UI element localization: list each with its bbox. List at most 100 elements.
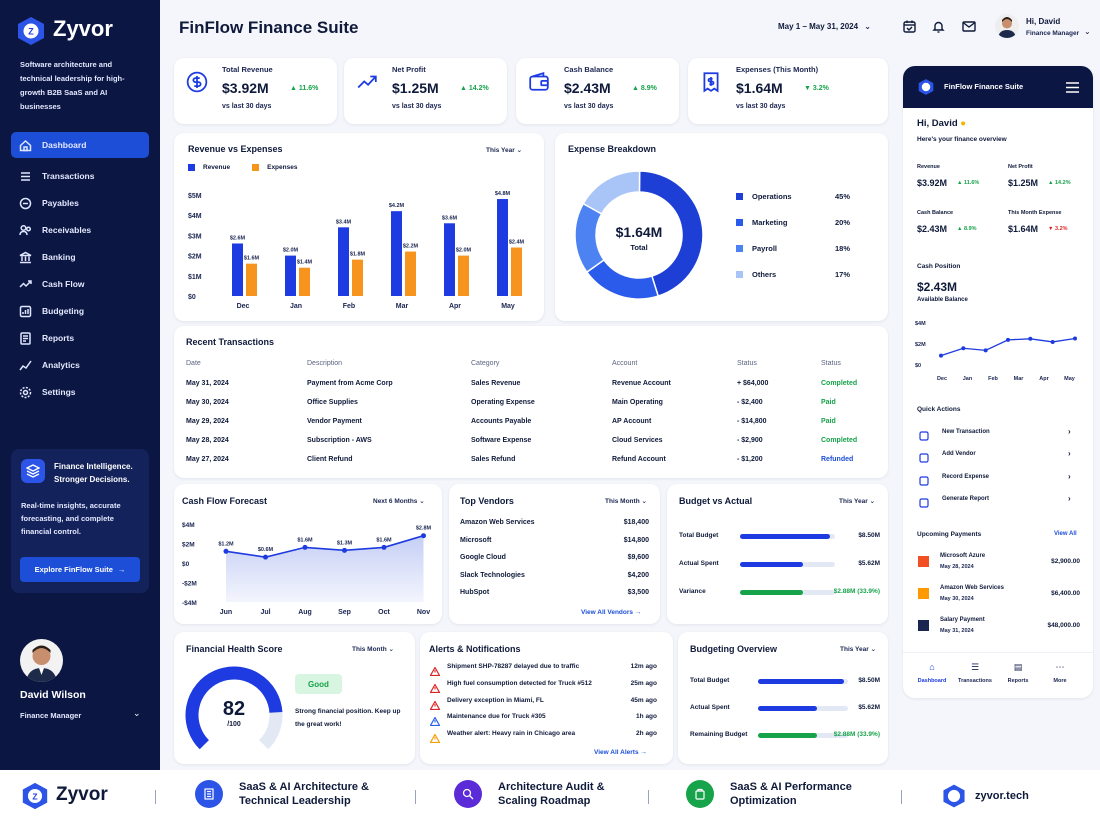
data-point[interactable] xyxy=(1006,337,1010,342)
data-point[interactable] xyxy=(342,547,347,553)
bar-revenue-mar[interactable] xyxy=(391,211,402,296)
bar-expenses-apr[interactable] xyxy=(458,255,469,296)
donut-slice-payroll[interactable] xyxy=(574,202,606,274)
period-select[interactable]: Next 6 Months ⌄ xyxy=(373,498,425,505)
mail-icon[interactable] xyxy=(962,20,976,38)
data-point[interactable] xyxy=(983,348,988,353)
calendar-icon[interactable] xyxy=(903,20,916,38)
view-all-vendors-link[interactable]: View All Vendors → xyxy=(581,609,642,616)
list-item[interactable]: Amazon Web Services $18,400 xyxy=(449,519,660,531)
kpi-subtext: vs last 30 days xyxy=(222,103,272,110)
list-item[interactable]: Delivery exception in Miami, FL 45m ago xyxy=(420,697,673,710)
mobile-tab-more[interactable]: ⋯ More xyxy=(1038,662,1082,692)
table-row[interactable]: May 27, 2024 Client Refund Sales Refund Ref… xyxy=(174,456,888,470)
list-item[interactable]: High fuel consumption detected for Truck… xyxy=(420,680,673,693)
data-point[interactable] xyxy=(421,533,426,539)
kpi-card-expenses-this-month[interactable]: Expenses (This Month) $1.64M ▼ 3.2% vs last… xyxy=(688,58,888,124)
data-point[interactable] xyxy=(302,544,308,550)
quick-action-record-expense[interactable]: Record Expense › xyxy=(903,472,1093,487)
list-item[interactable]: HubSpot $3,500 xyxy=(449,589,660,601)
transactions-icon: ☰ xyxy=(970,662,980,672)
sidebar-item-settings[interactable]: Settings xyxy=(11,379,149,405)
mobile-tab-dashboard[interactable]: ⌂ Dashboard xyxy=(910,662,954,692)
period-select[interactable]: This Year ⌄ xyxy=(839,498,876,505)
data-point[interactable] xyxy=(223,548,229,554)
bar-revenue-dec[interactable] xyxy=(232,243,243,296)
sidebar-item-cash-flow[interactable]: Cash Flow xyxy=(11,271,149,297)
bar-expenses-feb[interactable] xyxy=(352,259,363,296)
period-label: This Year xyxy=(840,646,869,653)
data-point[interactable] xyxy=(1073,336,1077,341)
data-point[interactable] xyxy=(381,544,387,550)
kpi-card-cash-balance[interactable]: Cash Balance $2.43M ▲ 8.9% vs last 30 days xyxy=(516,58,679,124)
list-item[interactable]: Shipment SHP-78287 delayed due to traffi… xyxy=(420,663,673,677)
x-tick-label: Jan xyxy=(963,376,973,382)
chevron-down-icon[interactable]: ⌄ xyxy=(1084,27,1091,36)
date-range-select[interactable]: May 1 – May 31, 2024 ⌄ xyxy=(778,22,871,31)
list-item[interactable]: Amazon Web Services May 30, 2024 $6,400.00 xyxy=(903,585,1093,609)
sidebar-item-transactions[interactable]: Transactions xyxy=(11,163,149,189)
view-all-alerts-link[interactable]: View All Alerts → xyxy=(594,749,647,756)
list-item[interactable]: Microsoft Azure May 28, 2024 $2,900.00 xyxy=(903,553,1093,577)
website-link[interactable]: zyvor.tech xyxy=(975,790,1029,802)
bar-revenue-jan[interactable] xyxy=(285,255,296,296)
list-item[interactable]: Google Cloud $9,600 xyxy=(449,554,660,566)
list-item[interactable]: Salary Payment May 31, 2024 $48,000.00 xyxy=(903,617,1093,641)
sidebar-item-receivables[interactable]: Receivables xyxy=(11,217,149,243)
bar-expenses-jan[interactable] xyxy=(299,267,310,296)
menu-icon[interactable] xyxy=(1066,80,1079,98)
sidebar-item-payables[interactable]: Payables xyxy=(11,190,149,216)
mobile-tab-transactions[interactable]: ☰ Transactions xyxy=(953,662,997,692)
bar-expenses-may[interactable] xyxy=(511,247,522,296)
bar-revenue-may[interactable] xyxy=(497,199,508,296)
period-select[interactable]: This Month ⌄ xyxy=(605,498,647,505)
data-point[interactable] xyxy=(1028,336,1033,341)
bar-expenses-mar[interactable] xyxy=(405,251,416,296)
sidebar-item-dashboard[interactable]: Dashboard xyxy=(11,132,149,158)
list-item[interactable]: Maintenance due for Truck #305 1h ago xyxy=(420,713,673,727)
divider xyxy=(648,790,649,804)
health-score: 82 xyxy=(222,698,246,720)
kpi-card-net-profit[interactable]: Net Profit $1.25M ▲ 14.2% vs last 30 days xyxy=(344,58,507,124)
table-row[interactable]: May 31, 2024 Payment from Acme Corp Sales … xyxy=(174,380,888,394)
period-select[interactable]: This Year ⌄ xyxy=(486,147,523,154)
layers-icon xyxy=(21,459,45,483)
bar-expenses-dec[interactable] xyxy=(246,263,257,296)
donut-slice-marketing[interactable] xyxy=(585,258,660,300)
quick-action-add-vendor[interactable]: Add Vendor › xyxy=(903,449,1093,464)
column-header: Description xyxy=(307,360,343,367)
header-avatar[interactable] xyxy=(995,14,1019,38)
list-item[interactable]: Slack Technologies $4,200 xyxy=(449,572,660,584)
data-point[interactable] xyxy=(263,554,268,560)
bell-icon[interactable] xyxy=(932,20,945,38)
data-point[interactable] xyxy=(939,353,943,358)
bar-revenue-feb[interactable] xyxy=(338,227,349,296)
data-point[interactable] xyxy=(1050,339,1055,344)
mobile-tab-reports[interactable]: ▤ Reports xyxy=(996,662,1040,692)
kpi-card-total-revenue[interactable]: Total Revenue $3.92M ▲ 11.6% vs last 30 day… xyxy=(174,58,337,124)
quick-action-new-transaction[interactable]: New Transaction › xyxy=(903,427,1093,442)
quick-action-generate-report[interactable]: Generate Report › xyxy=(903,494,1093,509)
explore-button[interactable]: Explore FinFlow Suite → xyxy=(20,557,140,582)
sidebar-item-reports[interactable]: Reports xyxy=(11,325,149,351)
bar-revenue-apr[interactable] xyxy=(444,223,455,296)
period-select[interactable]: This Month ⌄ xyxy=(352,646,394,653)
donut-slice-operations[interactable] xyxy=(638,170,704,298)
table-row[interactable]: May 29, 2024 Vendor Payment Accounts Payab… xyxy=(174,418,888,432)
list-item[interactable]: Weather alert: Heavy rain in Chicago are… xyxy=(420,730,673,744)
sidebar-item-analytics[interactable]: Analytics xyxy=(11,352,149,378)
list-item[interactable]: Microsoft $14,800 xyxy=(449,537,660,549)
chevron-down-icon[interactable]: ⌄ xyxy=(133,708,141,718)
table-row[interactable]: May 30, 2024 Office Supplies Operating Exp… xyxy=(174,399,888,413)
period-select[interactable]: This Year ⌄ xyxy=(840,646,877,653)
donut-slice-others[interactable] xyxy=(582,170,641,215)
change-value: 14.2% xyxy=(1054,180,1071,186)
period-label: This Month xyxy=(605,498,640,505)
sidebar-item-banking[interactable]: Banking xyxy=(11,244,149,270)
table-row[interactable]: May 28, 2024 Subscription - AWS Software E… xyxy=(174,437,888,451)
upcoming-view-all-link[interactable]: View All xyxy=(1054,531,1077,537)
legend-label: Operations xyxy=(752,192,792,201)
sidebar-item-budgeting[interactable]: Budgeting xyxy=(11,298,149,324)
user-avatar[interactable] xyxy=(20,639,63,682)
data-point[interactable] xyxy=(961,346,966,351)
